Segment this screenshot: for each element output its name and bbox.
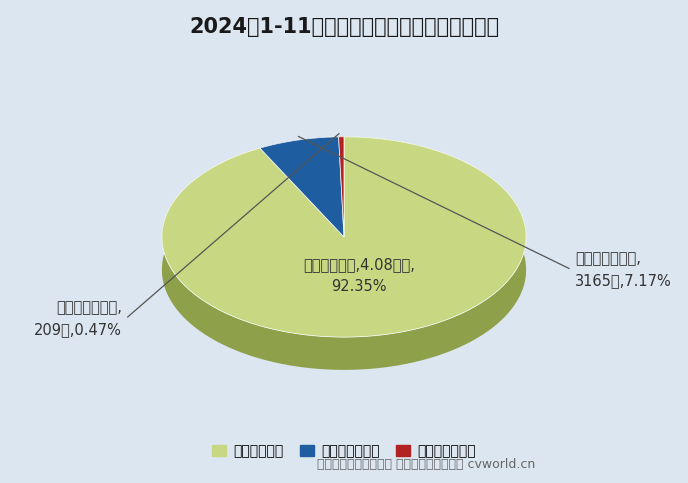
- Text: 燃料电池牵引车,
3165辆,7.17%: 燃料电池牵引车, 3165辆,7.17%: [575, 251, 672, 288]
- Legend: 纯电动牵引车, 燃料电池牵引车, 混合动力牵引车: 纯电动牵引车, 燃料电池牵引车, 混合动力牵引车: [207, 439, 481, 464]
- Polygon shape: [338, 137, 344, 237]
- Text: 纯电动牵引车,4.08万辆,
92.35%: 纯电动牵引车,4.08万辆, 92.35%: [303, 257, 415, 295]
- Text: 数据来源：交强险统计 制图：第一商用车网 cvworld.cn: 数据来源：交强险统计 制图：第一商用车网 cvworld.cn: [317, 458, 536, 471]
- Text: 混合动力牵引车,
209辆,0.47%: 混合动力牵引车, 209辆,0.47%: [34, 300, 122, 338]
- Polygon shape: [260, 148, 344, 270]
- Polygon shape: [162, 137, 526, 337]
- Polygon shape: [260, 137, 338, 181]
- Text: 2024年1-11月新能源牵引车燃料类型占比一览: 2024年1-11月新能源牵引车燃料类型占比一览: [189, 17, 499, 37]
- Polygon shape: [338, 137, 344, 270]
- Polygon shape: [338, 137, 344, 270]
- Polygon shape: [338, 137, 344, 170]
- Polygon shape: [260, 137, 344, 237]
- Polygon shape: [260, 148, 344, 270]
- Polygon shape: [162, 137, 526, 370]
